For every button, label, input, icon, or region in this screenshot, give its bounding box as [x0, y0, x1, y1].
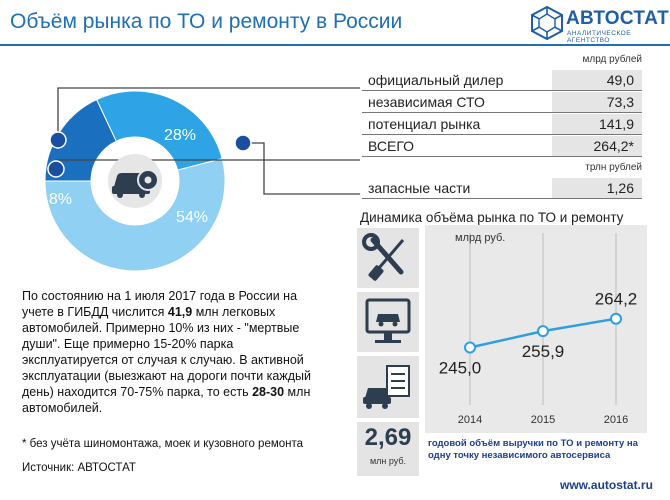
- footnote: * без учёта шиномонтажа, моек и кузовног…: [22, 438, 304, 450]
- x-tick-label: 2014: [458, 414, 482, 426]
- para-text: млн легковых автомобилей. Примерно 10% и…: [22, 305, 311, 399]
- x-tick-label: 2015: [531, 414, 555, 426]
- table-row: официальный дилер 49,0: [362, 70, 642, 91]
- para-text: По состоянию на 1 июля 2017 года в Росси…: [22, 289, 298, 319]
- data-point: [537, 325, 549, 338]
- row-label: ВСЕГО: [368, 138, 415, 154]
- logo-name: АВТОСТАТ: [566, 8, 670, 29]
- slice-label-18: 18%: [40, 191, 72, 208]
- row-value: 49,0: [552, 70, 642, 90]
- table-row: потенциал рынка 141,9: [362, 114, 642, 135]
- table-unit-trn: трлн рублей: [585, 162, 642, 173]
- monitor-car-icon: [365, 298, 411, 343]
- donut-slice-54: [44, 158, 226, 272]
- data-point: [610, 312, 622, 325]
- row-label: независимая СТО: [368, 94, 485, 110]
- row-label: запасные части: [368, 180, 471, 196]
- logo-emblem-icon: [531, 6, 563, 40]
- para-text: млн автомобилей.: [22, 385, 311, 415]
- car-checklist-icon: [363, 365, 410, 409]
- page-title: Объём рынка по ТО и ремонту в России: [10, 10, 403, 33]
- line-chart-title: Динамика объёма рынка по ТО и ремонту: [360, 210, 624, 225]
- donut-chart: 18% 28% 54%: [40, 87, 360, 272]
- source: Источник: АВТОСТАТ: [22, 462, 136, 474]
- icon-box: [357, 356, 419, 418]
- icon-box: [357, 228, 419, 288]
- para-bold-fleet: 41,9: [167, 305, 193, 319]
- table-unit-bn: млрд рублей: [582, 54, 642, 65]
- stat-box: [357, 422, 419, 476]
- data-point: [464, 341, 476, 354]
- leader-dot-potential: [234, 134, 252, 152]
- car-wrench-icon: [108, 154, 162, 208]
- table-row: независимая СТО 73,3: [362, 92, 642, 113]
- stat-unit: млн руб.: [369, 456, 407, 466]
- y-axis-label: млрд руб.: [455, 232, 505, 244]
- row-value: 73,3: [552, 92, 642, 112]
- description-paragraph: По состоянию на 1 июля 2017 года в Росси…: [22, 288, 322, 416]
- line-chart: млрд руб. 2014 2015 2016 245,0 255,9 264,2: [439, 232, 638, 426]
- icon-box: [357, 292, 419, 352]
- row-value: 1,26: [552, 178, 642, 198]
- stat-note: годовой объём выручки по ТО и ремонту на…: [428, 438, 638, 461]
- row-label: официальный дилер: [368, 72, 504, 88]
- slice-label-28: 28%: [164, 127, 196, 144]
- data-label: 255,9: [522, 342, 565, 361]
- title-divider: [0, 44, 670, 46]
- slice-label-54: 54%: [176, 209, 208, 226]
- stat-value: 2,69: [364, 424, 412, 451]
- row-value: 264,2*: [552, 136, 642, 156]
- table-row-total: ВСЕГО 264,2*: [362, 136, 642, 157]
- para-bold-active: 28-30: [252, 385, 285, 399]
- site-link[interactable]: www.autostat.ru: [560, 478, 653, 492]
- row-label: потенциал рынка: [368, 116, 481, 132]
- row-value: 141,9: [552, 114, 642, 134]
- logo: АВТОСТАТ АНАЛИТИЧЕСКОЕ АГЕНТСТВО: [530, 4, 669, 44]
- donut-slice-28: [96, 90, 223, 171]
- leader-line-dealer: [57, 87, 360, 140]
- leader-dot-dealer: [49, 131, 67, 149]
- table-row-parts: запасные части 1,26: [362, 178, 642, 199]
- wrench-screwdriver-icon: [362, 233, 405, 281]
- line-chart-background: [425, 225, 647, 433]
- leader-dot-independent: [47, 160, 65, 178]
- leader-line-potential: [243, 142, 360, 195]
- logo-subtitle: АНАЛИТИЧЕСКОЕ АГЕНТСТВО: [567, 30, 632, 44]
- data-label: 264,2: [595, 290, 638, 309]
- data-label: 245,0: [439, 359, 482, 378]
- x-tick-label: 2016: [604, 414, 628, 426]
